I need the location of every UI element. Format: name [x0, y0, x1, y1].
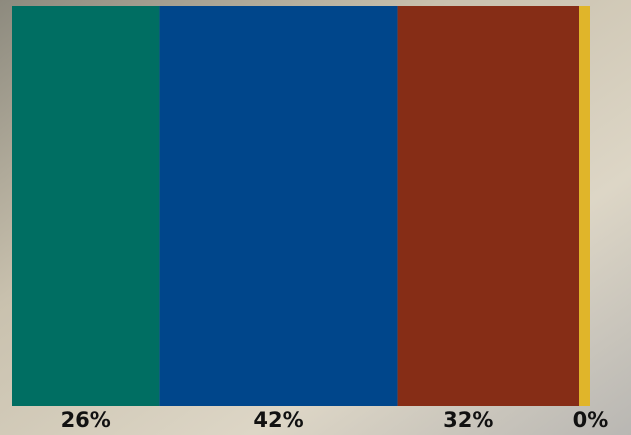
bar-segment	[579, 6, 590, 406]
bar-segment	[159, 6, 398, 406]
bar-segment	[397, 6, 579, 406]
value-label: 32%	[443, 408, 493, 432]
value-label: 26%	[61, 408, 111, 432]
bar-segment	[12, 6, 160, 406]
value-label: 0%	[573, 408, 609, 432]
value-label: 42%	[253, 408, 303, 432]
